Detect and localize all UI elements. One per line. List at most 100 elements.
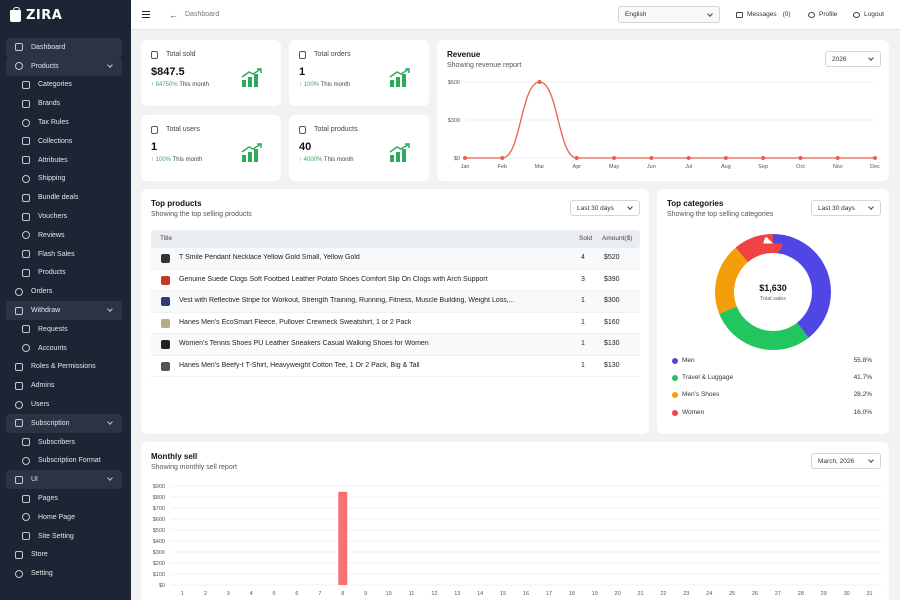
bundle-icon	[22, 193, 30, 202]
sidebar-item-site-setting[interactable]: Site Setting	[6, 527, 122, 546]
table-row[interactable]: T Smile Pendant Necklace Yellow Gold Sma…	[151, 248, 640, 270]
sidebar-item-brands[interactable]: Brands	[6, 94, 122, 113]
revenue-point[interactable]	[761, 156, 766, 160]
legend-item: Travel & Luggage 41.7%	[672, 373, 872, 385]
topbar: ← Dashboard English Messages (0) Profile…	[131, 0, 900, 30]
cart-icon	[299, 51, 306, 59]
messages-link[interactable]: Messages (0)	[736, 11, 791, 18]
profile-link[interactable]: Profile	[808, 11, 837, 18]
revenue-point[interactable]	[686, 156, 691, 160]
sidebar-item-roles-permissions[interactable]: Roles & Permissions	[6, 358, 122, 377]
home-icon	[22, 513, 30, 522]
revenue-point[interactable]	[873, 156, 877, 160]
x-tick-label: 28	[798, 591, 804, 597]
table-row[interactable]: Hanes Men's Beefy-t T-Shirt, Heavyweight…	[151, 356, 640, 377]
y-tick-label: $300	[448, 118, 460, 124]
sidebar-item-ui[interactable]: UI	[6, 470, 122, 490]
logout-link[interactable]: Logout	[853, 11, 884, 18]
sidebar-item-subscription-format[interactable]: Subscription Format	[6, 452, 122, 471]
sidebar-item-pages[interactable]: Pages	[6, 489, 122, 508]
admin-icon	[15, 381, 23, 390]
revenue-point[interactable]	[835, 156, 840, 160]
top-categories-card: Top categories Showing the top selling c…	[657, 189, 889, 434]
table-row[interactable]: Genuine Suede Clogs Soft Footbed Leather…	[151, 270, 640, 291]
sidebar-item-store[interactable]: Store	[6, 546, 122, 565]
logo[interactable]: ZIRA	[10, 6, 62, 23]
donut-slice[interactable]	[715, 234, 831, 350]
sell-bar[interactable]	[338, 491, 348, 585]
top-categories-title: Top categories	[667, 199, 724, 208]
back-arrow-icon[interactable]: ←	[169, 10, 178, 20]
donut-total-value: $1,630	[759, 283, 787, 293]
revenue-point[interactable]	[537, 80, 542, 84]
sidebar-item-subscribers[interactable]: Subscribers	[6, 433, 122, 452]
revenue-point[interactable]	[723, 156, 728, 160]
revenue-point[interactable]	[612, 156, 617, 160]
categories-period-select[interactable]: Last 30 days	[811, 200, 881, 216]
sidebar-item-accounts[interactable]: Accounts	[6, 339, 122, 358]
revenue-point[interactable]	[463, 156, 467, 160]
sidebar-item-label: Tax Rules	[38, 119, 69, 127]
product-thumbnail	[161, 361, 170, 371]
chevron-down-icon	[707, 11, 713, 17]
table-row[interactable]: Vest with Reflective Stripe for Workout,…	[151, 291, 640, 313]
revenue-point[interactable]	[798, 156, 803, 160]
sidebar-item-bundle-deals[interactable]: Bundle deals	[6, 188, 122, 207]
x-tick-label: 7	[318, 591, 321, 597]
sidebar-item-setting[interactable]: Setting	[6, 564, 122, 583]
sidebar-item-reviews[interactable]: Reviews	[6, 226, 122, 245]
sidebar-item-products[interactable]: Products	[6, 264, 122, 283]
revenue-point[interactable]	[574, 156, 579, 160]
month-select[interactable]: March, 2026	[811, 453, 881, 469]
language-select[interactable]: English	[618, 6, 720, 23]
breadcrumb: Dashboard	[185, 11, 220, 18]
donut-slice[interactable]	[715, 234, 831, 350]
box-icon	[299, 126, 306, 134]
sidebar-item-dashboard[interactable]: Dashboard	[6, 38, 122, 57]
sidebar-item-label: Admins	[31, 382, 55, 390]
revenue-line-chart: $0 $300 $600 Jan Feb Mar Apr May Jun Jul Aug Sep Oct…	[448, 80, 880, 170]
sidebar-item-users[interactable]: Users	[6, 395, 122, 414]
revenue-point[interactable]	[649, 156, 654, 160]
user-icon	[15, 400, 23, 409]
sidebar-item-home-page[interactable]: Home Page	[6, 508, 122, 527]
revenue-point[interactable]	[500, 156, 505, 160]
sidebar-item-tax-rules[interactable]: Tax Rules	[6, 113, 122, 132]
product-title: Vest with Reflective Stripe for Workout,…	[179, 297, 515, 304]
ui-icon	[15, 475, 23, 484]
sidebar-item-vouchers[interactable]: Vouchers	[6, 207, 122, 226]
x-tick-label: 23	[683, 591, 689, 597]
sidebar-item-categories[interactable]: Categories	[6, 76, 122, 95]
sidebar-item-collections[interactable]: Collections	[6, 132, 122, 151]
month-value: March, 2026	[818, 458, 855, 465]
sidebar-item-requests[interactable]: Requests	[6, 320, 122, 339]
y-tick-label: $600	[448, 80, 460, 86]
sidebar-item-orders[interactable]: Orders	[6, 282, 122, 301]
menu-icon[interactable]	[142, 11, 150, 18]
top-products-card: Top products Showing the top selling pro…	[141, 189, 649, 434]
sidebar-item-flash-sales[interactable]: Flash Sales	[6, 245, 122, 264]
sidebar-item-label: Categories	[38, 81, 72, 89]
table-row[interactable]: Hanes Men's EcoSmart Fleece, Pullover Cr…	[151, 313, 640, 334]
shopping-bag-icon	[10, 6, 21, 22]
donut-slice[interactable]	[715, 234, 831, 350]
sidebar-item-subscription[interactable]: Subscription	[6, 413, 122, 433]
legend-value: 28.2%	[853, 391, 872, 399]
legend-label: Travel & Luggage	[682, 374, 734, 382]
product-thumbnail	[161, 275, 170, 285]
year-select[interactable]: 2026	[825, 51, 881, 67]
x-tick-label: 31	[866, 591, 872, 597]
monthly-sell-card: Monthly sell Showing monthly sell report…	[141, 442, 889, 600]
products-period-select[interactable]: Last 30 days	[570, 200, 640, 216]
sidebar-nav: Dashboard Products Categories Brands Tax Rul…	[6, 38, 122, 583]
x-tick-label: 25	[729, 591, 735, 597]
sidebar-item-shipping[interactable]: Shipping	[6, 170, 122, 189]
sidebar-item-label: UI	[31, 476, 38, 484]
sidebar-item-products[interactable]: Products	[6, 56, 122, 76]
sidebar-item-withdraw[interactable]: Withdraw	[6, 301, 122, 320]
table-row[interactable]: Women's Tennis Shoes PU Leather Sneakers…	[151, 334, 640, 356]
sidebar-item-label: Users	[31, 401, 50, 409]
sidebar-item-attributes[interactable]: Attributes	[6, 151, 122, 170]
shield-icon	[15, 362, 23, 371]
sidebar-item-admins[interactable]: Admins	[6, 376, 122, 395]
